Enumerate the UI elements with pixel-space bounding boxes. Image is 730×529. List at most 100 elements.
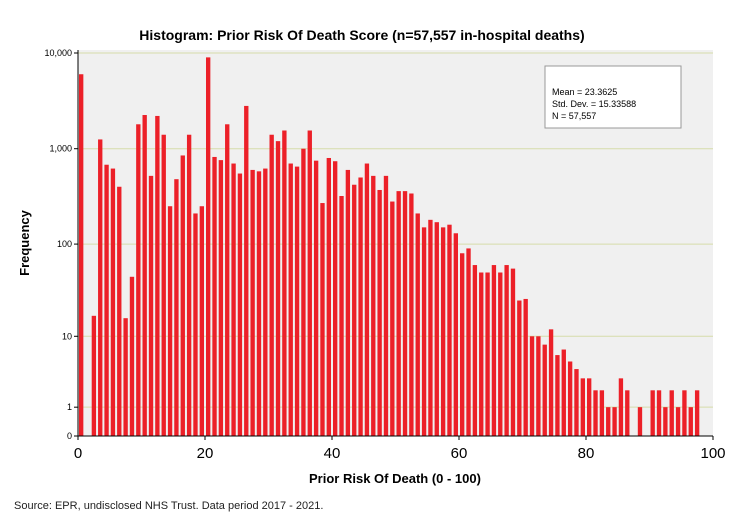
- x-tick-labels: 0 20 40 60 80 100: [74, 436, 726, 462]
- histogram-bar: [237, 173, 243, 436]
- histogram-bar: [574, 369, 579, 436]
- histogram-bar: [663, 407, 668, 436]
- histogram-bar: [352, 184, 357, 436]
- x-tick-label: 80: [578, 445, 595, 462]
- histogram-bar: [466, 248, 471, 436]
- y-tick-label: 1: [67, 402, 72, 412]
- histogram-bar: [218, 160, 224, 436]
- y-tick-labels: 0 1 10 100 1,000 10,000: [44, 48, 78, 441]
- histogram-bar: [675, 407, 681, 436]
- histogram-bar: [428, 219, 433, 436]
- histogram-bar: [161, 134, 166, 437]
- histogram-bar: [447, 224, 452, 436]
- histogram-bar: [409, 193, 414, 436]
- x-tick-label: 0: [74, 445, 82, 462]
- x-tick-label: 60: [451, 445, 468, 462]
- histogram-bar: [587, 378, 592, 436]
- histogram-bar: [523, 298, 528, 436]
- histogram-bar: [98, 139, 103, 436]
- histogram-bar: [117, 186, 122, 436]
- x-tick-label: 100: [700, 445, 725, 462]
- histogram-bar: [415, 213, 420, 436]
- histogram-chart: 0 1 10 100 1,000 10,000 0 20 40 60 80 100 Histogra…: [17, 27, 726, 486]
- y-tick-label: 10: [62, 331, 72, 341]
- histogram-bar: [167, 206, 173, 436]
- stats-n: N = 57,557: [552, 111, 596, 121]
- histogram-bar: [79, 74, 84, 436]
- chart-title: Histogram: Prior Risk Of Death Score (n=…: [139, 27, 584, 43]
- histogram-bar: [345, 169, 351, 436]
- x-tick-label: 20: [197, 445, 214, 462]
- stats-mean: Mean = 23.3625: [552, 87, 617, 97]
- histogram-bar: [625, 390, 630, 436]
- histogram-bar: [421, 227, 427, 436]
- histogram-bar: [402, 191, 408, 436]
- bars: [79, 57, 700, 437]
- histogram-bar: [104, 164, 109, 436]
- y-tick-label: 10,000: [44, 48, 72, 58]
- histogram-bar: [599, 390, 605, 436]
- histogram-bar: [256, 171, 262, 436]
- histogram-bar: [123, 318, 128, 436]
- histogram-bar: [390, 201, 395, 436]
- histogram-bar: [383, 175, 389, 437]
- histogram-bar: [180, 155, 185, 437]
- histogram-bar: [301, 148, 306, 437]
- stats-box: Mean = 23.3625 Std. Dev. = 15.33588 N = …: [544, 65, 682, 129]
- histogram-bar: [269, 134, 274, 437]
- histogram-bar: [593, 390, 598, 436]
- y-tick-label: 100: [57, 239, 72, 249]
- histogram-bar: [567, 361, 573, 436]
- histogram-bar: [225, 124, 230, 436]
- histogram-bar: [688, 407, 693, 436]
- histogram-bar: [288, 163, 293, 436]
- histogram-bar: [694, 390, 700, 436]
- histogram-bar: [504, 265, 509, 436]
- histogram-bar: [517, 300, 522, 436]
- histogram-bar: [339, 196, 344, 436]
- histogram-bar: [244, 105, 249, 437]
- histogram-bar: [212, 156, 217, 437]
- histogram-bar: [193, 213, 198, 436]
- y-tick-label: 0: [67, 431, 72, 441]
- histogram-bar: [453, 233, 458, 436]
- histogram-bar: [460, 253, 465, 436]
- histogram-bar: [434, 222, 439, 436]
- histogram-bar: [136, 124, 141, 436]
- histogram-bar: [371, 175, 376, 437]
- histogram-bar: [199, 206, 204, 436]
- stats-std-dev: Std. Dev. = 15.33588: [552, 99, 636, 109]
- histogram-bar: [479, 272, 484, 436]
- histogram-bar: [529, 336, 535, 436]
- histogram-bar: [472, 265, 478, 436]
- histogram-bar: [485, 272, 490, 436]
- histogram-bar: [155, 115, 160, 437]
- histogram-bar: [580, 378, 585, 436]
- histogram-bar: [250, 169, 255, 436]
- histogram-bar: [612, 407, 617, 436]
- histogram-bar: [491, 265, 497, 436]
- histogram-bar: [637, 407, 643, 436]
- histogram-bar: [669, 390, 674, 436]
- histogram-bar: [510, 268, 516, 436]
- x-tick-label: 40: [324, 445, 341, 462]
- histogram-bar: [231, 163, 236, 436]
- histogram-bar: [377, 189, 382, 436]
- histogram-bar: [148, 175, 154, 437]
- histogram-bar: [396, 191, 401, 436]
- histogram-bar: [606, 407, 611, 436]
- histogram-bar: [548, 329, 554, 436]
- histogram-bar: [358, 177, 363, 436]
- histogram-bar: [498, 272, 503, 436]
- histogram-bar: [542, 344, 547, 436]
- histogram-bar: [555, 355, 560, 436]
- histogram-bar: [561, 349, 566, 436]
- histogram-bar: [313, 160, 319, 436]
- y-tick-label: 1,000: [49, 144, 72, 154]
- histogram-bar: [110, 168, 116, 436]
- source-note: Source: EPR, undisclosed NHS Trust. Data…: [14, 500, 324, 512]
- histogram-bar: [320, 203, 325, 436]
- histogram-bar: [129, 276, 135, 436]
- histogram-bar: [91, 315, 97, 436]
- histogram-bar: [186, 134, 192, 437]
